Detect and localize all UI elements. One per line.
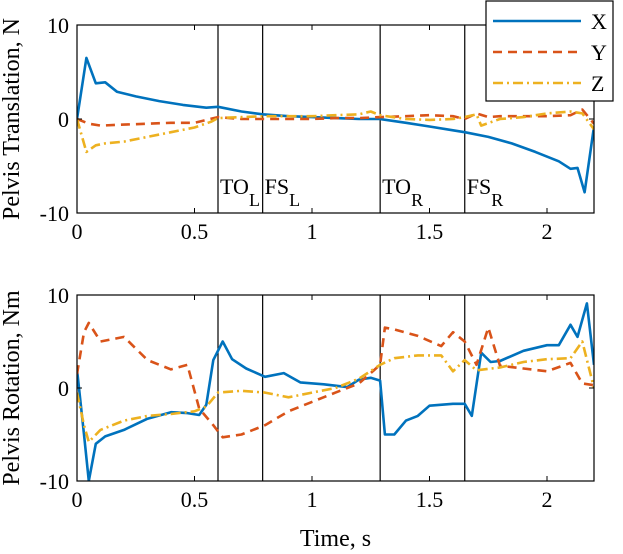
y-axis-label: Pelvis Translation, N xyxy=(0,18,25,220)
y-tick-label: 10 xyxy=(47,13,69,38)
series-line-z xyxy=(77,340,594,444)
event-label-main: TO xyxy=(382,174,411,199)
event-label-main: FS xyxy=(265,174,289,199)
series-line-z xyxy=(77,110,594,154)
x-tick-label: 1 xyxy=(307,487,318,512)
legend: XYZ xyxy=(485,0,614,102)
event-label-main: TO xyxy=(220,174,249,199)
x-tick-label: 1.5 xyxy=(416,487,444,512)
x-tick-label: 0.5 xyxy=(181,219,209,244)
legend-label-x: X xyxy=(591,9,607,34)
y-tick-label: -10 xyxy=(40,201,69,226)
series-line-y xyxy=(77,108,594,127)
y-tick-label: -10 xyxy=(40,469,69,494)
event-label: FSL xyxy=(265,174,300,210)
event-label-sub: L xyxy=(289,190,300,210)
series-line-x xyxy=(77,302,594,481)
event-label-sub: L xyxy=(249,190,260,210)
x-axis-label: Time, s xyxy=(300,526,371,552)
x-tick-label: 0 xyxy=(72,487,83,512)
y-tick-label: 0 xyxy=(58,107,69,132)
event-label: TOL xyxy=(220,174,260,210)
x-tick-label: 2 xyxy=(542,487,553,512)
event-label-main: FS xyxy=(467,174,491,199)
legend-label-y: Y xyxy=(591,40,607,65)
event-label: FSR xyxy=(467,174,504,210)
legend-box xyxy=(485,0,614,102)
series-line-y xyxy=(77,321,594,439)
event-label-sub: R xyxy=(411,190,423,210)
y-tick-label: 0 xyxy=(58,376,69,401)
x-tick-label: 0 xyxy=(72,219,83,244)
event-label-sub: R xyxy=(491,190,503,210)
y-tick-label: 10 xyxy=(47,283,69,308)
event-label: TOR xyxy=(382,174,423,210)
x-tick-label: 2 xyxy=(542,219,553,244)
x-tick-label: 0.5 xyxy=(181,487,209,512)
axes-box xyxy=(76,294,595,482)
x-tick-label: 1 xyxy=(307,219,318,244)
y-axis-label: Pelvis Rotation, Nm xyxy=(0,290,25,486)
x-tick-label: 1.5 xyxy=(416,219,444,244)
legend-label-z: Z xyxy=(591,71,604,96)
